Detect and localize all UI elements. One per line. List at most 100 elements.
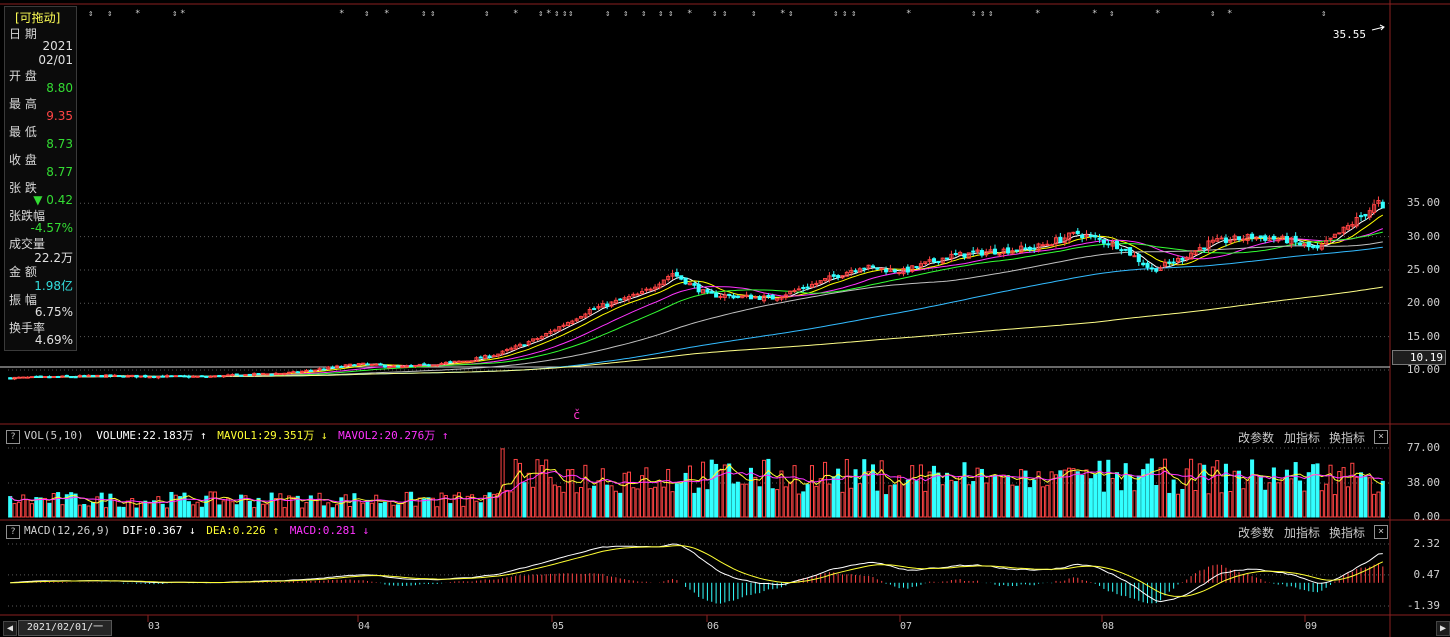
candle-body [670,273,675,277]
volume-bar [1106,459,1111,518]
candle-body [1241,238,1246,241]
candle-body [156,375,161,379]
macd-help-button[interactable]: ? [6,525,20,539]
volume-bar [95,496,100,518]
volume-bar [1197,463,1202,518]
volume-bar [945,472,950,518]
candle-body [648,288,653,291]
volume-bar [260,503,265,518]
event-marker-icon: ⇕ [668,9,673,19]
volume-bar [914,480,919,518]
candle-body [552,329,557,332]
candle-body [112,374,117,377]
panel-label-8: 金 额 [9,265,37,279]
volume-bar [849,487,854,518]
candle-body [714,292,719,298]
macd-ytick-2: -1.39 [1406,599,1440,612]
candle-body [674,272,679,277]
scroll-left-button[interactable]: ◀ [3,621,17,636]
volume-bar [273,498,279,518]
vol-help-button[interactable]: ? [6,430,20,444]
event-marker-icon: ⇕ [484,9,489,19]
month-label-06: 06 [707,621,720,632]
candle-body [535,338,540,341]
volume-bar [600,468,605,518]
event-marker-icon: * [384,9,389,19]
panel-title[interactable]: [可拖动] [15,11,61,25]
volume-bar [809,465,815,518]
candle-body [531,338,536,342]
candle-body [1289,237,1294,245]
volume-bar [1245,479,1250,518]
volume-bar [465,495,470,518]
volume-bar [1184,468,1189,518]
macd-close-icon[interactable]: × [1374,525,1388,539]
vol-params-button[interactable]: 改参数 [1238,431,1275,445]
volume-bar [400,503,405,518]
candle-body [1184,256,1189,260]
candle-body [151,375,157,378]
panel-value-9: 6.75% [34,305,73,319]
volume-bar [191,504,196,518]
data-window-panel[interactable]: [可拖动] 日 期 2021 02/01 开 盘 8.80 最 高 9.35 最 低 8.73 收… [4,6,77,351]
vol-mavol1: MAVOL1:29.351万 [217,429,315,442]
candle-body [330,366,335,369]
candle-body [1032,247,1037,250]
candle-body [1215,238,1220,242]
candle-body [435,364,440,367]
volume-bar [217,504,222,518]
candle-body [997,253,1002,256]
volume-bar [862,459,867,518]
volume-bar [879,460,884,518]
ma250-line [10,286,1383,380]
macd-params-button[interactable]: 改参数 [1238,526,1275,540]
candle-body [1367,210,1372,218]
volume-bar [1110,477,1115,518]
macd-lines [10,543,1384,603]
candle-body [517,343,523,347]
volume-bar [291,496,296,518]
candle-body [884,269,889,273]
event-marker-icon: ⇕ [554,9,559,19]
volume-bar [975,467,980,518]
candle-body [1350,224,1355,227]
candle-body [587,308,592,315]
volume-bar [1049,471,1054,518]
candle-body [382,364,387,368]
volume-bar [674,483,679,518]
candle-body [1136,253,1141,263]
volume-bar [1363,476,1368,518]
candle-body [1363,213,1368,217]
volume-bar [16,501,21,518]
volume-bar [208,491,213,518]
candle-body [631,293,636,297]
event-marker-icon: ⇕ [658,9,663,19]
candle-body [269,373,274,376]
candle-body [1202,247,1207,250]
candle-body [744,294,749,297]
candle-body [958,251,963,256]
vol-close-icon[interactable]: × [1374,430,1388,444]
vol-add-indicator-button[interactable]: 加指标 [1284,431,1321,445]
volume-bar [735,481,740,518]
candle-body [574,318,579,322]
volume-bar [979,468,984,518]
macd-add-indicator-button[interactable]: 加指标 [1284,526,1321,540]
candle-body [1206,240,1211,249]
volume-bar [544,459,549,518]
vol-swap-indicator-button[interactable]: 换指标 [1329,431,1366,445]
candle-body [1276,238,1281,242]
volume-bar [897,475,902,518]
macd-swap-indicator-button[interactable]: 换指标 [1329,526,1366,540]
volume-bar [134,507,139,518]
scroll-right-button[interactable]: ▶ [1436,621,1450,636]
candle-body [86,374,91,377]
candle-body [783,294,788,299]
candle-body [252,372,257,376]
volume-bar [592,485,597,518]
candle-body [125,375,130,378]
volume-bar [117,506,122,518]
volume-bar [1315,463,1320,518]
volume-bar [923,490,928,518]
candle-body [862,267,867,270]
